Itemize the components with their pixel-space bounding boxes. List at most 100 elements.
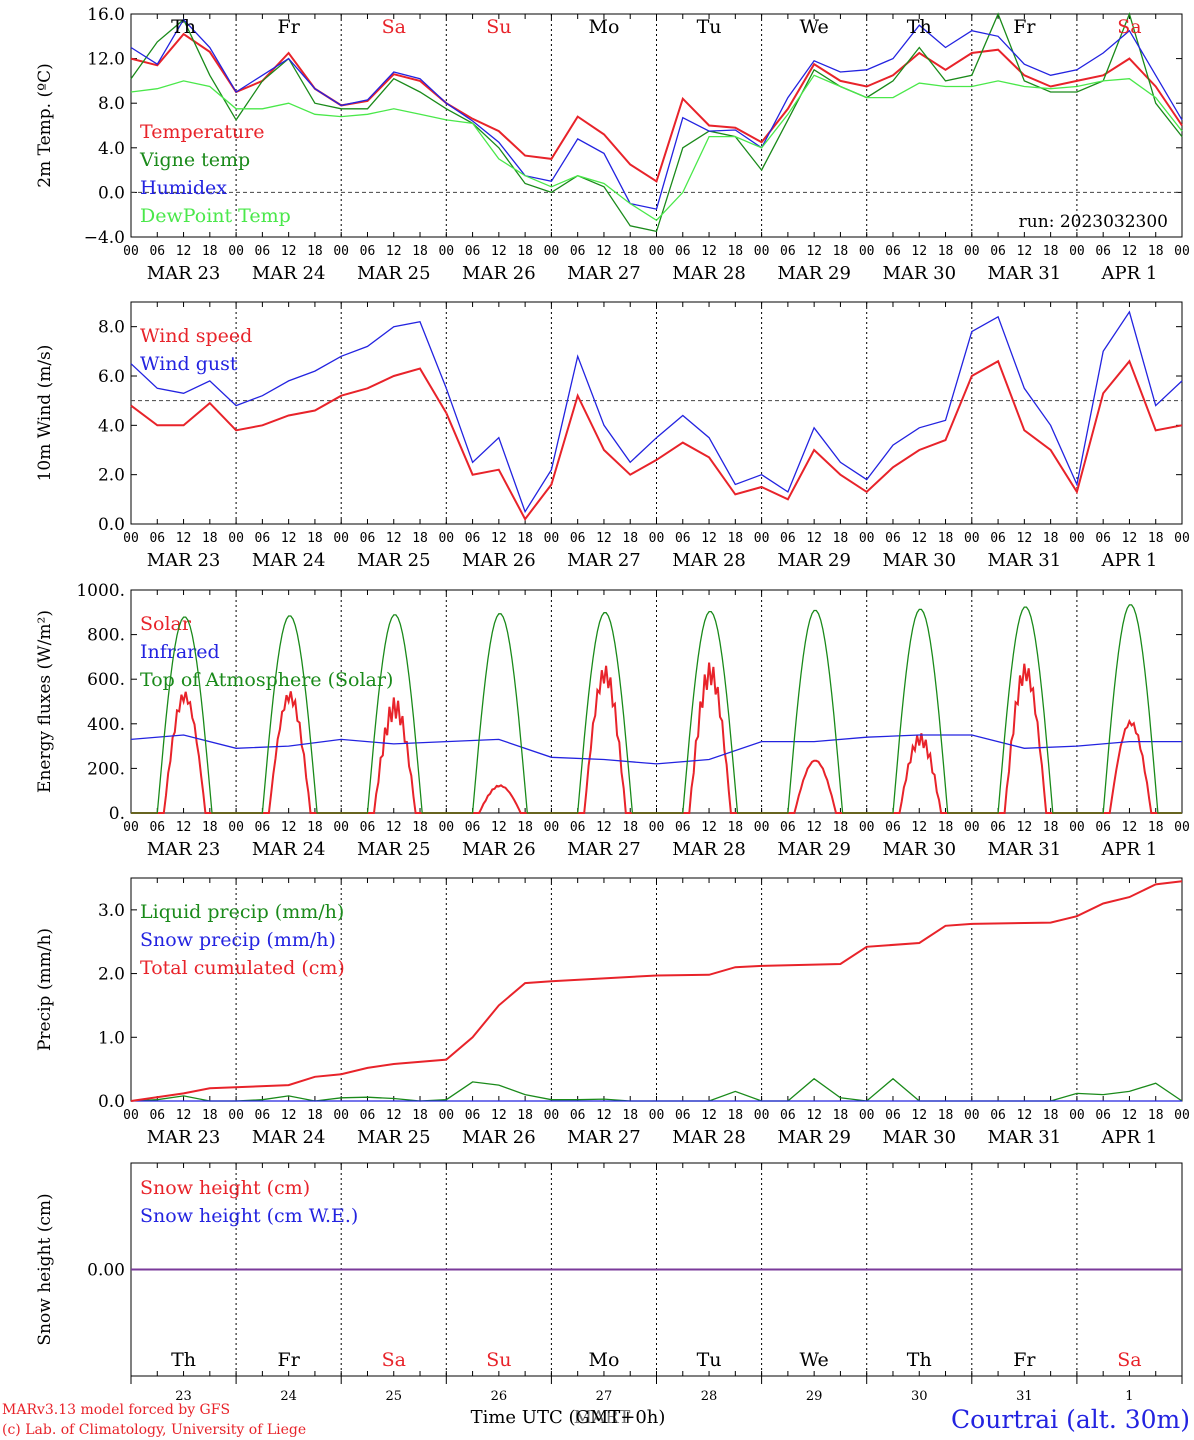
hour-tick-label: 06 (885, 1108, 901, 1123)
y-tick-label: 4.0 (98, 139, 125, 159)
y-tick-label: 1000. (76, 581, 125, 601)
hour-tick-label: 18 (1148, 820, 1164, 835)
hour-tick-label: 12 (491, 244, 507, 259)
hour-tick-label: 18 (622, 1108, 638, 1123)
hour-tick-label: 00 (123, 1108, 139, 1123)
hour-tick-label: 12 (701, 531, 717, 546)
date-label: MAR 24 (252, 263, 326, 284)
date-label: MAR 25 (357, 263, 431, 284)
hour-tick-label: 06 (149, 244, 165, 259)
date-label: MAR 31 (988, 550, 1062, 571)
hour-tick-label: 00 (1174, 244, 1190, 259)
date-label: MAR 26 (462, 1127, 536, 1148)
temperature-legend-3: DewPoint Temp (140, 205, 291, 227)
hour-tick-label: 06 (465, 820, 481, 835)
hour-tick-label: 06 (465, 531, 481, 546)
precip-legend-2: Total cumulated (cm) (140, 957, 345, 979)
hour-tick-label: 12 (701, 1108, 717, 1123)
hour-tick-label: 00 (544, 1108, 560, 1123)
weekday-label-bottom: Sa (382, 1349, 406, 1371)
day-number: 30 (911, 1389, 928, 1404)
hour-tick-label: 00 (123, 244, 139, 259)
temperature-legend-0: Temperature (140, 121, 264, 143)
y-tick-label: 200. (87, 759, 125, 779)
energy-ylabel: Energy fluxes (W/m²) (35, 610, 55, 793)
wind-series-1 (130, 310, 1183, 514)
hour-tick-label: 00 (438, 820, 454, 835)
hour-tick-label: 18 (307, 1108, 323, 1123)
hour-tick-label: 06 (570, 531, 586, 546)
date-label: MAR 29 (777, 263, 851, 284)
hour-tick-label: 00 (438, 244, 454, 259)
wind-legend-1: Wind gust (140, 353, 238, 375)
date-label: MAR 27 (567, 1127, 641, 1148)
date-label: APR 1 (1101, 550, 1158, 571)
hour-tick-label: 00 (544, 244, 560, 259)
weekday-label-top: Fr (278, 16, 301, 38)
hour-tick-label: 00 (544, 531, 560, 546)
hour-tick-label: 12 (911, 531, 927, 546)
date-label: MAR 23 (147, 550, 221, 571)
hour-tick-label: 00 (1069, 244, 1085, 259)
hour-tick-label: 18 (517, 531, 533, 546)
hour-tick-label: 00 (1174, 1108, 1190, 1123)
hour-tick-label: 06 (1095, 1108, 1111, 1123)
date-label: MAR 31 (988, 839, 1062, 860)
hour-tick-label: 00 (544, 820, 560, 835)
weekday-label-top: Mo (588, 16, 619, 38)
energy-legend-1: Infrared (140, 641, 220, 663)
hour-tick-label: 18 (412, 531, 428, 546)
hour-tick-label: 00 (1069, 820, 1085, 835)
hour-tick-label: 12 (806, 1108, 822, 1123)
hour-tick-label: 00 (649, 244, 665, 259)
run-label: run: 2023032300 (1019, 212, 1168, 232)
hour-tick-label: 06 (675, 244, 691, 259)
date-label: MAR 27 (567, 263, 641, 284)
date-label: MAR 29 (777, 550, 851, 571)
hour-tick-label: 12 (386, 820, 402, 835)
y-tick-label: 0.0 (98, 515, 125, 535)
hour-tick-label: 00 (1174, 531, 1190, 546)
y-tick-label: 0.0 (98, 183, 125, 203)
hour-tick-label: 06 (1095, 820, 1111, 835)
hour-tick-label: 06 (780, 820, 796, 835)
y-tick-label: 12.0 (87, 50, 125, 70)
wind-legend-0: Wind speed (140, 325, 252, 347)
hour-tick-label: 00 (754, 820, 770, 835)
hour-tick-label: 06 (570, 1108, 586, 1123)
day-number: 25 (385, 1389, 402, 1404)
hour-tick-label: 12 (176, 1108, 192, 1123)
hour-tick-label: 06 (1095, 531, 1111, 546)
y-tick-label: 8.0 (98, 318, 125, 338)
date-label: APR 1 (1101, 1127, 1158, 1148)
credit-line-2: (c) Lab. of Climatology, University of L… (2, 1422, 306, 1438)
station-title: Courtrai (alt. 30m) (951, 1405, 1190, 1434)
date-label: MAR 27 (567, 839, 641, 860)
hour-tick-label: 18 (1043, 1108, 1059, 1123)
hour-tick-label: 06 (780, 531, 796, 546)
weekday-label-top: Th (171, 16, 196, 38)
y-tick-label: 2.0 (98, 466, 125, 486)
hour-tick-label: 12 (911, 820, 927, 835)
hour-tick-label: 06 (149, 820, 165, 835)
hour-tick-label: 18 (412, 244, 428, 259)
hour-tick-label: 18 (1043, 820, 1059, 835)
date-label: MAR 23 (147, 839, 221, 860)
date-label: MAR 29 (777, 1127, 851, 1148)
hour-tick-label: 00 (333, 1108, 349, 1123)
hour-tick-label: 00 (228, 244, 244, 259)
hour-tick-label: 00 (964, 244, 980, 259)
hour-tick-label: 00 (649, 820, 665, 835)
day-number: 27 (596, 1389, 613, 1404)
hour-tick-label: 12 (1122, 244, 1138, 259)
hour-tick-label: 06 (990, 1108, 1006, 1123)
date-label: MAR 24 (252, 550, 326, 571)
hour-tick-label: 00 (754, 1108, 770, 1123)
hour-tick-label: 12 (281, 1108, 297, 1123)
hour-tick-label: 06 (149, 1108, 165, 1123)
y-tick-label: 600. (87, 670, 125, 690)
temperature-legend-1: Vigne temp (139, 149, 250, 171)
hour-tick-label: 18 (727, 820, 743, 835)
day-number: 28 (701, 1389, 718, 1404)
hour-tick-label: 00 (754, 531, 770, 546)
